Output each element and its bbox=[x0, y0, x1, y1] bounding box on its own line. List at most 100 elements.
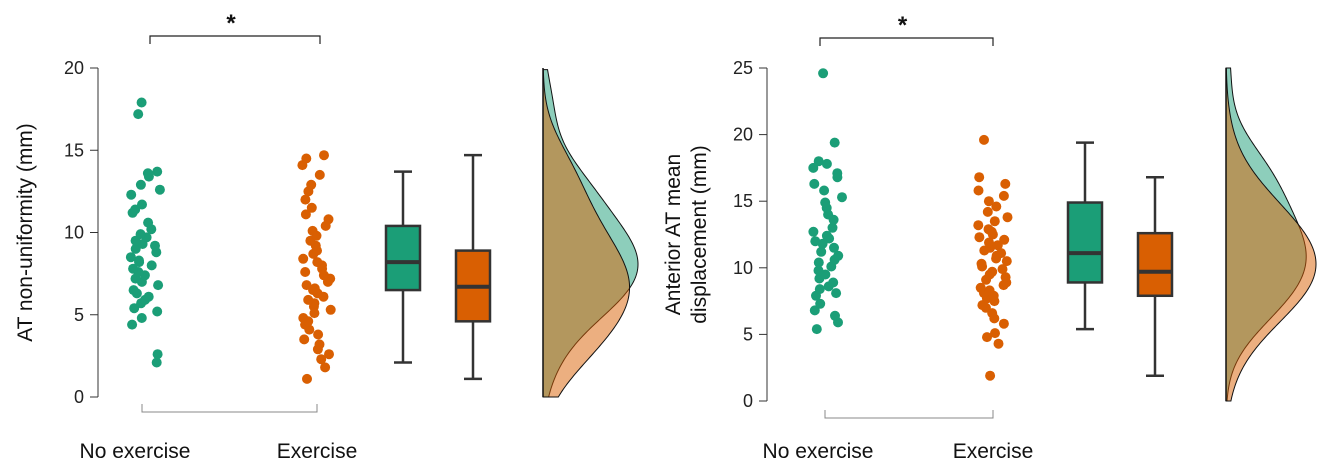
data-point bbox=[143, 291, 154, 302]
data-point bbox=[829, 242, 839, 253]
y-tick-label: 10 bbox=[733, 258, 753, 278]
data-point bbox=[993, 338, 1004, 349]
significance-bracket bbox=[819, 37, 994, 46]
data-point bbox=[324, 349, 334, 360]
data-point bbox=[984, 285, 995, 296]
data-point bbox=[999, 234, 1010, 245]
data-point bbox=[137, 199, 147, 210]
density-cloud-exercise bbox=[1225, 67, 1317, 402]
data-point bbox=[302, 373, 312, 384]
data-point bbox=[151, 357, 162, 368]
data-point bbox=[997, 264, 1008, 275]
data-point bbox=[301, 280, 312, 291]
data-point bbox=[146, 260, 157, 271]
y-axis-title: AT non-uniformity (mm) bbox=[14, 123, 37, 342]
data-point bbox=[298, 253, 309, 264]
data-point bbox=[832, 168, 843, 179]
data-point bbox=[314, 339, 325, 350]
data-point bbox=[821, 230, 832, 241]
x-category-label: No exercise bbox=[80, 440, 191, 461]
data-point bbox=[301, 153, 312, 164]
data-point bbox=[299, 334, 310, 345]
y-axis-title-line: displacement (mm) bbox=[688, 145, 711, 324]
data-point bbox=[316, 354, 327, 365]
data-point bbox=[985, 370, 996, 381]
data-point bbox=[300, 194, 311, 205]
panel-at-non-uniformity: 0 5 10 15 20 AT non-uniformity (mm) No exercis… bbox=[14, 10, 639, 461]
data-point bbox=[300, 267, 311, 277]
data-point bbox=[313, 329, 324, 340]
y-tick-label: 5 bbox=[74, 305, 84, 325]
data-point bbox=[307, 225, 318, 236]
data-point bbox=[998, 318, 1009, 329]
data-point bbox=[813, 265, 824, 276]
x-axis-bracket bbox=[824, 410, 994, 419]
significance-star: * bbox=[226, 10, 236, 37]
y-tick-label: 0 bbox=[743, 391, 753, 411]
y-tick-label: 15 bbox=[64, 140, 84, 160]
data-point bbox=[130, 243, 141, 254]
density-cloud-exercise bbox=[542, 69, 631, 398]
y-tick-label: 0 bbox=[74, 387, 84, 407]
data-point bbox=[1001, 256, 1012, 267]
data-point bbox=[135, 229, 146, 240]
data-point bbox=[983, 196, 994, 207]
data-point bbox=[989, 216, 1000, 227]
data-point bbox=[976, 258, 987, 269]
data-point bbox=[828, 277, 839, 288]
y-tick-label: 15 bbox=[733, 191, 753, 211]
data-point bbox=[973, 185, 984, 196]
data-point bbox=[300, 209, 311, 220]
data-point bbox=[125, 252, 136, 263]
data-point bbox=[833, 250, 844, 261]
data-point bbox=[1002, 212, 1013, 223]
data-point bbox=[818, 68, 829, 79]
data-point bbox=[979, 134, 989, 145]
data-point bbox=[127, 319, 138, 330]
data-point bbox=[129, 303, 140, 314]
data-point bbox=[128, 285, 139, 296]
panel-anterior-at-displacement: 0 5 10 15 20 25 Anterior AT mean displacement (… bbox=[662, 12, 1317, 461]
data-point bbox=[154, 184, 165, 195]
data-point bbox=[998, 190, 1009, 201]
data-point bbox=[973, 220, 984, 231]
data-point bbox=[820, 197, 831, 208]
data-point bbox=[1000, 178, 1011, 189]
data-point bbox=[982, 206, 993, 217]
x-category-label: Exercise bbox=[953, 440, 1034, 461]
data-point bbox=[819, 185, 830, 196]
data-point bbox=[136, 313, 147, 323]
y-axis-title: Anterior AT mean displacement (mm) bbox=[662, 145, 711, 324]
data-point bbox=[306, 202, 317, 213]
data-point bbox=[306, 179, 317, 190]
data-point bbox=[984, 237, 994, 248]
x-category-label: Exercise bbox=[277, 440, 358, 461]
y-tick-label: 20 bbox=[64, 58, 84, 78]
y-tick-label: 10 bbox=[64, 223, 84, 243]
y-tick-label: 20 bbox=[733, 125, 753, 145]
significance-star: * bbox=[898, 12, 908, 39]
data-point bbox=[990, 328, 1000, 339]
data-point bbox=[135, 179, 146, 190]
data-point bbox=[991, 201, 1002, 212]
data-point bbox=[996, 248, 1007, 259]
data-point bbox=[808, 162, 819, 173]
data-point bbox=[810, 236, 821, 247]
data-point bbox=[829, 137, 840, 148]
data-point bbox=[133, 109, 144, 120]
data-point bbox=[811, 324, 822, 335]
data-point bbox=[831, 288, 842, 299]
y-axis-title-line: Anterior AT mean bbox=[662, 154, 685, 315]
data-point bbox=[320, 362, 331, 373]
y-tick-label: 5 bbox=[743, 324, 753, 344]
data-point bbox=[975, 282, 986, 293]
data-point bbox=[987, 266, 998, 277]
box-iqr-exercise bbox=[1136, 231, 1174, 298]
data-point bbox=[150, 240, 160, 251]
significance-bracket bbox=[149, 35, 321, 44]
data-point bbox=[134, 255, 144, 266]
data-point bbox=[813, 257, 824, 268]
y-tick-label: 25 bbox=[733, 58, 753, 78]
data-point bbox=[982, 332, 992, 343]
